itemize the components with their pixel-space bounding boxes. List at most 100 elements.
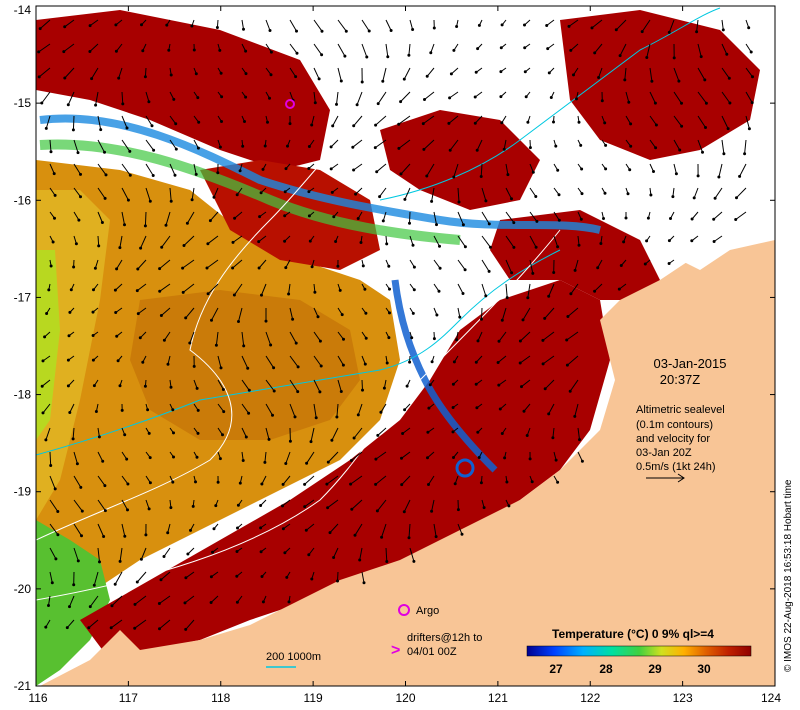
velocity-arrow: [400, 91, 411, 102]
map-plot-area: [36, 6, 775, 686]
velocity-arrow-head: [604, 167, 608, 171]
velocity-arrow-head: [654, 123, 658, 127]
lat-tick-label: -15: [14, 96, 32, 110]
sst-yellow-green-region: [36, 250, 60, 440]
velocity-arrow: [137, 259, 147, 270]
velocity-arrow-head: [452, 175, 456, 179]
velocity-arrow-head: [101, 459, 105, 463]
velocity-arrow-head: [332, 215, 336, 219]
velocity-arrow-head: [63, 76, 67, 80]
velocity-arrow-head: [37, 75, 41, 79]
velocity-arrow: [258, 259, 267, 269]
velocity-arrow-head: [336, 264, 340, 268]
velocity-arrow-head: [210, 318, 213, 322]
velocity-arrow-head: [133, 602, 137, 606]
velocity-arrow-head: [77, 218, 81, 222]
velocity-arrow: [265, 355, 275, 369]
velocity-arrow: [403, 67, 411, 80]
velocity-arrow-head: [397, 122, 401, 126]
velocity-arrow-head: [375, 170, 379, 174]
velocity-arrow-head: [407, 53, 411, 57]
velocity-arrow-head: [407, 536, 411, 540]
velocity-arrow-head: [318, 390, 322, 394]
velocity-arrow-head: [110, 604, 114, 608]
velocity-arrow-head: [603, 121, 607, 125]
velocity-arrow-head: [551, 436, 555, 440]
velocity-arrow-head: [114, 23, 118, 27]
velocity-arrow: [97, 547, 100, 562]
velocity-arrow-head: [269, 73, 273, 77]
velocity-arrow-head: [126, 482, 130, 486]
lat-tick-label: -18: [14, 388, 32, 402]
velocity-arrow-head: [353, 533, 357, 537]
velocity-arrow: [713, 235, 723, 242]
velocity-arrow: [289, 19, 297, 32]
velocity-arrow: [38, 43, 51, 53]
velocity-arrow-head: [182, 244, 186, 247]
velocity-arrow: [118, 67, 123, 79]
velocity-arrow: [697, 91, 707, 104]
velocity-arrow: [552, 427, 555, 438]
velocity-arrow: [409, 211, 411, 224]
velocity-arrow: [696, 19, 699, 32]
velocity-arrow-head: [76, 151, 80, 155]
lon-tick-label: 121: [488, 691, 508, 705]
velocity-arrow-head: [196, 96, 200, 100]
velocity-arrow-head: [237, 320, 240, 323]
velocity-arrow-head: [573, 414, 577, 418]
velocity-arrow-head: [619, 264, 623, 267]
velocity-arrow: [649, 91, 656, 104]
velocity-arrow-head: [287, 600, 291, 604]
velocity-arrow-head: [283, 239, 287, 243]
velocity-arrow: [211, 307, 219, 321]
velocity-arrow: [121, 211, 125, 225]
velocity-arrow-head: [475, 148, 479, 152]
sst-cool-band-front: [391, 279, 498, 473]
velocity-arrow: [481, 235, 491, 248]
velocity-arrow-head: [412, 559, 416, 563]
velocity-arrow-head: [167, 48, 171, 52]
velocity-arrow-head: [528, 457, 532, 461]
velocity-arrow: [574, 259, 579, 271]
velocity-arrow-head: [243, 120, 246, 123]
velocity-arrow-head: [310, 265, 314, 269]
velocity-arrow: [697, 139, 703, 153]
velocity-arrow-head: [174, 147, 178, 151]
sealevel-line-5: 0.5m/s (1kt 24h): [636, 461, 715, 473]
velocity-arrow: [337, 379, 342, 392]
velocity-arrow-head: [284, 167, 288, 171]
velocity-arrow-head: [627, 100, 631, 104]
velocity-arrow: [185, 619, 195, 630]
velocity-arrow: [337, 331, 344, 340]
velocity-arrow: [673, 163, 677, 174]
sst-warm-region-2: [130, 290, 360, 440]
velocity-arrow-head: [236, 526, 239, 530]
velocity-arrow-head: [500, 121, 504, 125]
velocity-arrow-head: [115, 267, 119, 271]
velocity-arrow: [625, 115, 632, 125]
velocity-arrow-head: [316, 315, 320, 319]
velocity-arrow: [453, 163, 459, 178]
velocity-arrow-head: [208, 219, 212, 223]
velocity-arrow: [207, 283, 219, 295]
velocity-arrow-head: [526, 120, 530, 124]
velocity-arrow: [121, 115, 128, 129]
velocity-arrow-head: [506, 173, 510, 177]
velocity-arrow-head: [573, 268, 577, 272]
velocity-arrow-head: [231, 240, 235, 244]
velocity-arrow-head: [257, 240, 261, 244]
velocity-arrow-head: [451, 382, 455, 386]
velocity-arrow-head: [381, 219, 385, 223]
velocity-arrow: [745, 67, 753, 78]
velocity-arrow: [337, 355, 344, 366]
velocity-arrow-head: [235, 193, 239, 197]
velocity-arrow-head: [259, 504, 263, 507]
velocity-arrow-head: [195, 455, 199, 459]
velocity-arrow-head: [125, 457, 129, 461]
velocity-arrow: [289, 379, 299, 392]
velocity-arrow-head: [556, 245, 560, 249]
velocity-arrow-head: [307, 190, 311, 194]
land-north-cape: [660, 195, 775, 270]
velocity-arrow: [119, 235, 123, 248]
velocity-arrow-head: [121, 102, 125, 106]
